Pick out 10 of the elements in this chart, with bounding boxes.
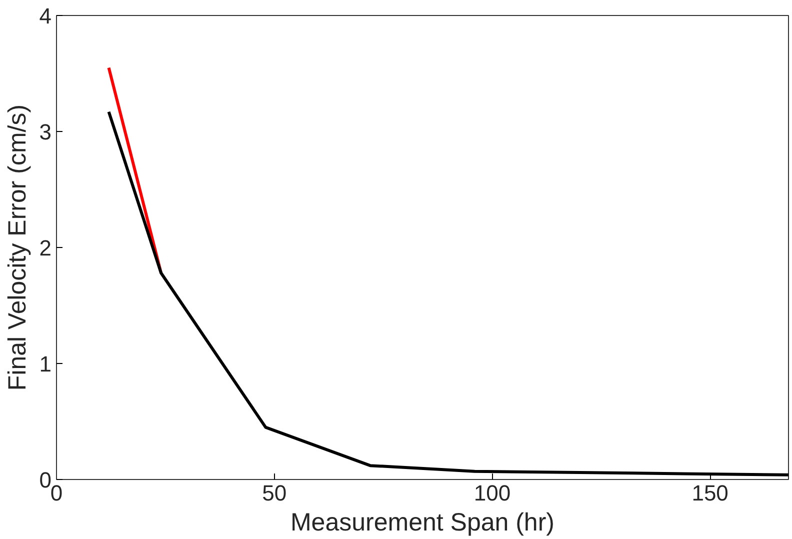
y-tick-label: 4 [39,4,52,28]
x-tick-label: 50 [262,480,287,506]
y-axis-title: Final Velocity Error (cm/s) [3,104,32,391]
x-tick-label: 100 [474,480,511,506]
y-tick-label: 2 [39,236,52,260]
line-series [107,110,788,476]
y-tick-label: 3 [39,120,52,144]
x-tick-label: 150 [692,480,728,506]
x-axis-title: Measurement Span (hr) [290,508,555,536]
y-tick-label: 1 [39,352,52,376]
